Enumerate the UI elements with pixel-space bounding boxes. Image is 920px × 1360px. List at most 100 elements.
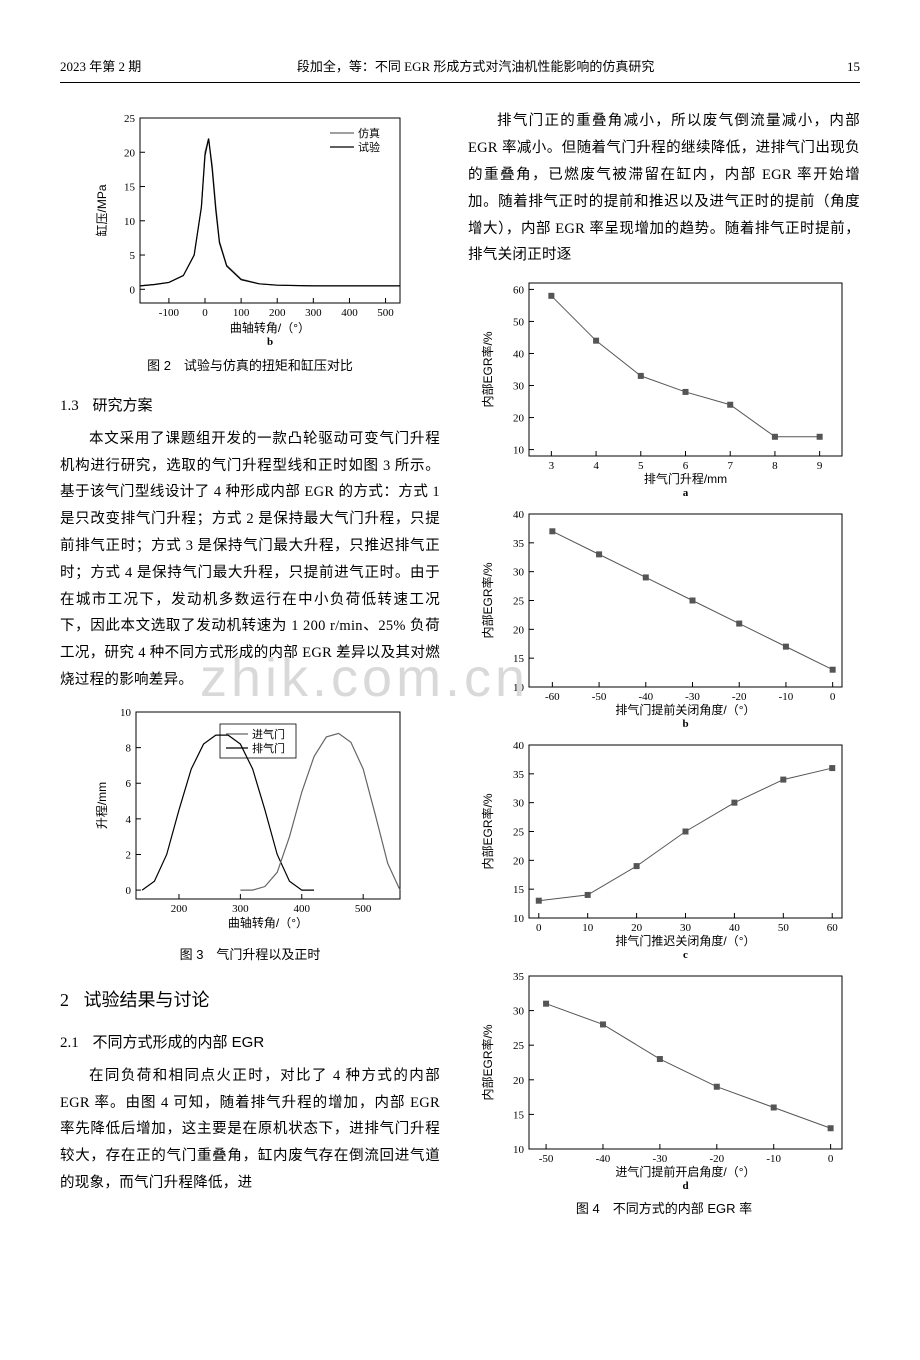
svg-text:曲轴转角/（°）: 曲轴转角/（°） <box>228 915 308 930</box>
svg-text:35: 35 <box>513 538 525 550</box>
header-issue: 2023 年第 2 期 <box>60 55 141 78</box>
svg-text:30: 30 <box>513 567 525 579</box>
svg-text:b: b <box>267 336 273 348</box>
svg-text:35: 35 <box>513 971 525 983</box>
svg-text:0: 0 <box>126 885 132 897</box>
svg-text:0: 0 <box>828 1153 834 1165</box>
svg-text:100: 100 <box>233 307 250 319</box>
svg-text:-20: -20 <box>709 1153 724 1165</box>
svg-text:a: a <box>683 487 689 498</box>
svg-text:30: 30 <box>513 798 525 810</box>
svg-text:-60: -60 <box>545 691 560 703</box>
svg-text:5: 5 <box>638 460 644 472</box>
svg-text:15: 15 <box>513 884 525 896</box>
svg-text:0: 0 <box>830 691 836 703</box>
svg-text:200: 200 <box>171 903 188 915</box>
figure-3-chart: 2003004005000246810曲轴转角/（°）升程/mm进气门排气门 <box>90 702 410 937</box>
svg-text:40: 40 <box>729 922 741 934</box>
svg-text:400: 400 <box>341 307 358 319</box>
svg-text:缸压/MPa: 缸压/MPa <box>94 185 109 237</box>
section-1-3-heading: 1.3 研究方案 <box>60 392 440 420</box>
heading-label: 研究方案 <box>93 397 153 414</box>
svg-text:d: d <box>682 1180 688 1191</box>
svg-text:8: 8 <box>126 743 132 755</box>
svg-text:20: 20 <box>513 856 525 868</box>
right-column-body: 排气门正的重叠角减小，所以废气倒流量减小，内部 EGR 率减小。但随着气门升程的… <box>468 108 860 269</box>
figure-2-caption: 图 2 试验与仿真的扭矩和缸压对比 <box>60 354 440 377</box>
svg-text:-30: -30 <box>653 1153 668 1165</box>
svg-text:500: 500 <box>355 903 372 915</box>
figure-3-caption: 图 3 气门升程以及正时 <box>60 943 440 966</box>
svg-text:15: 15 <box>124 182 136 194</box>
svg-text:40: 40 <box>513 349 525 361</box>
svg-text:60: 60 <box>513 285 525 297</box>
svg-text:-20: -20 <box>732 691 747 703</box>
svg-text:7: 7 <box>727 460 733 472</box>
header-title: 段加全，等：不同 EGR 形成方式对汽油机性能影响的仿真研究 <box>141 55 810 78</box>
svg-text:10: 10 <box>124 216 136 228</box>
svg-text:3: 3 <box>549 460 555 472</box>
svg-text:50: 50 <box>513 317 525 329</box>
svg-text:25: 25 <box>124 113 136 125</box>
svg-text:500: 500 <box>377 307 394 319</box>
svg-text:25: 25 <box>513 827 525 839</box>
section-2-1-body: 在同负荷和相同点火正时，对比了 4 种方式的内部 EGR 率。由图 4 可知，随… <box>60 1063 440 1197</box>
heading-label: 试验结果与讨论 <box>84 990 210 1010</box>
svg-text:-50: -50 <box>592 691 607 703</box>
svg-text:400: 400 <box>294 903 311 915</box>
section-2-1-heading: 2.1 不同方式形成的内部 EGR <box>60 1029 440 1057</box>
svg-text:内部EGR率/%: 内部EGR率/% <box>480 1024 495 1100</box>
svg-text:排气门提前关闭角度/（°）: 排气门提前关闭角度/（°） <box>615 702 755 717</box>
svg-text:10: 10 <box>582 922 594 934</box>
svg-text:内部EGR率/%: 内部EGR率/% <box>480 331 495 407</box>
svg-text:10: 10 <box>120 707 132 719</box>
svg-text:-50: -50 <box>539 1153 554 1165</box>
svg-text:-30: -30 <box>685 691 700 703</box>
svg-text:20: 20 <box>513 625 525 637</box>
svg-text:40: 40 <box>513 740 525 752</box>
heading-number: 1.3 <box>60 398 79 414</box>
svg-text:排气门升程/mm: 排气门升程/mm <box>644 471 727 486</box>
svg-text:10: 10 <box>513 682 525 694</box>
svg-text:9: 9 <box>817 460 823 472</box>
svg-text:-40: -40 <box>638 691 653 703</box>
svg-text:4: 4 <box>593 460 599 472</box>
figure-4-caption: 图 4 不同方式的内部 EGR 率 <box>468 1197 860 1220</box>
svg-text:内部EGR率/%: 内部EGR率/% <box>480 562 495 638</box>
svg-text:15: 15 <box>513 1110 525 1122</box>
svg-text:10: 10 <box>513 1144 525 1156</box>
svg-text:b: b <box>682 718 688 729</box>
svg-text:25: 25 <box>513 596 525 608</box>
svg-text:-10: -10 <box>766 1153 781 1165</box>
figure-4d-chart: -50-40-30-20-100101520253035进气门提前开启角度/（°… <box>474 966 854 1191</box>
svg-text:10: 10 <box>513 445 525 457</box>
svg-text:20: 20 <box>513 413 525 425</box>
svg-text:2: 2 <box>126 849 132 861</box>
svg-text:25: 25 <box>513 1040 525 1052</box>
svg-text:15: 15 <box>513 653 525 665</box>
svg-text:-100: -100 <box>159 307 180 319</box>
figure-4c-chart: 010203040506010152025303540排气门推迟关闭角度/（°）… <box>474 735 854 960</box>
svg-text:60: 60 <box>827 922 839 934</box>
svg-text:曲轴转角/（°）: 曲轴转角/（°） <box>230 320 310 335</box>
svg-text:升程/mm: 升程/mm <box>94 782 109 829</box>
svg-text:6: 6 <box>126 778 132 790</box>
svg-text:仿真: 仿真 <box>358 126 380 140</box>
svg-text:内部EGR率/%: 内部EGR率/% <box>480 793 495 869</box>
svg-text:50: 50 <box>778 922 790 934</box>
svg-text:20: 20 <box>631 922 643 934</box>
svg-text:4: 4 <box>126 814 132 826</box>
figure-2-chart: -10001002003004005000510152025曲轴转角/（°）缸压… <box>90 108 410 348</box>
svg-text:30: 30 <box>513 1006 525 1018</box>
section-1-3-body: 本文采用了课题组开发的一款凸轮驱动可变气门升程机构进行研究，选取的气门升程型线和… <box>60 426 440 694</box>
svg-text:30: 30 <box>680 922 692 934</box>
svg-text:6: 6 <box>683 460 689 472</box>
svg-text:5: 5 <box>130 250 136 262</box>
svg-text:300: 300 <box>305 307 322 319</box>
svg-text:30: 30 <box>513 381 525 393</box>
figure-4a-chart: 3456789102030405060排气门升程/mma内部EGR率/% <box>474 273 854 498</box>
svg-text:排气门: 排气门 <box>252 741 285 755</box>
svg-text:c: c <box>683 949 688 960</box>
heading-number: 2 <box>60 990 69 1010</box>
svg-text:0: 0 <box>536 922 542 934</box>
